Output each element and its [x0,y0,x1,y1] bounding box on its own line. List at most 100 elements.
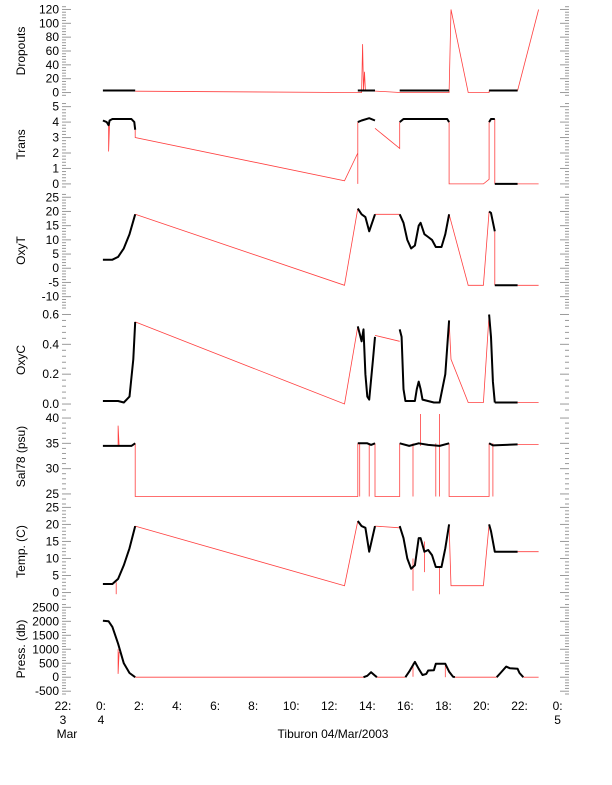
connecting-line [448,524,490,587]
y-tick-label: 25 [46,190,60,204]
x-tick-label: 20: [473,699,490,713]
y-tick-label: -10 [42,290,60,304]
data-series [398,524,451,570]
y-tick-label: 60 [46,44,60,58]
connecting-line [374,443,401,497]
connecting-line [135,208,359,286]
data-series [488,442,518,447]
y-tick-label: 0.6 [42,307,59,321]
x-tick-label: 22: [55,699,72,713]
y-tick-label: 25 [46,500,60,514]
x-axis-label: Tiburon 04/Mar/2003 [278,727,389,741]
data-series [488,118,495,123]
y-tick-label: 500 [39,656,59,670]
connecting-line [135,520,359,587]
connecting-line [374,335,400,342]
x-tick-label: 14: [359,699,376,713]
connecting-line [374,525,400,529]
y-tick-label: 2 [52,146,59,160]
y-tick-label: 0.2 [42,367,59,381]
y-axis-label: Trans [14,129,28,159]
x-tick-label: 22: [511,699,528,713]
y-axis-label: Temp. (C) [14,525,28,578]
data-series [488,210,496,232]
y-axis-label: Sal78 (psu) [14,426,28,487]
connecting-line [448,211,490,286]
x-tick-label: 10: [283,699,300,713]
data-series [363,671,378,679]
x-tick-day-label: 5 [554,713,561,727]
x-tick-label: 4: [172,699,182,713]
y-axis-label: Dropouts [14,27,28,76]
y-tick-label: 100 [39,16,59,30]
y-tick-label: 20 [46,204,60,218]
x-tick-month-label: Mar [57,727,78,741]
y-tick-label: 1500 [32,628,59,642]
connecting-line [134,443,359,497]
y-tick-label: 0 [52,670,59,684]
y-tick-label: 20 [46,72,60,86]
y-tick-label: 10 [46,551,60,565]
y-tick-label: 20 [46,517,60,531]
panel-trans: 0 123 45 Trans [14,100,569,191]
x-tick-label: 8: [248,699,258,713]
connecting-line [374,122,401,150]
y-tick-label: 15 [46,219,60,233]
y-tick-label: 0 [52,261,59,275]
y-tick-label: 0 [52,86,59,100]
y-tick-label: 0.0 [42,397,59,411]
y-tick-label: 40 [46,411,60,425]
y-tick-label: 5 [52,100,59,114]
panel-oxyc: 0.0 0.2 0.4 0.6 OxyC [14,307,569,411]
y-tick-label: 80 [46,30,60,44]
y-tick-label: 3 [52,131,59,145]
panel-temp-c: 0 5 10 15 20 25 Temp. (C) [14,500,569,600]
data-series [399,442,450,447]
data-series [495,665,525,678]
x-axis: 22: 0: 2: 4: 6: 8: 10: 12: 14: 16: 18: 20: 22: 0: 3 4 5 M… [55,699,563,741]
data-series [488,314,496,403]
data-series [357,442,376,446]
connecting-line [517,9,539,91]
data-series [102,118,137,130]
x-tick-label: 2: [134,699,144,713]
y-tick-label: 0 [52,177,59,191]
x-tick-label: 18: [435,699,452,713]
y-tick-label: -500 [35,684,59,698]
y-tick-label: 1 [52,161,59,175]
y-tick-label: 120 [39,2,59,16]
connecting-line [134,122,359,184]
y-tick-label: 35 [46,436,60,450]
data-series [356,326,376,401]
data-series [399,118,450,123]
data-series [356,208,376,233]
y-tick-label: 40 [46,58,60,72]
y-tick-label: 15 [46,534,60,548]
y-tick-label: 25 [46,487,60,501]
data-series [102,619,136,679]
x-tick-label: 16: [397,699,414,713]
data-series [356,520,376,553]
y-tick-label: -5 [48,275,59,289]
data-series [357,117,376,124]
y-tick-label: 4 [52,115,59,129]
y-tick-label: 5 [52,247,59,261]
data-series [102,321,137,404]
connecting-line [448,314,490,403]
x-tick-day-label: 4 [98,713,105,727]
x-tick-label: 12: [321,699,338,713]
y-tick-label: 10 [46,233,60,247]
y-axis-label: Press. (db) [14,620,28,679]
y-tick-label: 0 [52,586,59,600]
data-series [102,442,136,447]
x-tick-label: 6: [210,699,220,713]
data-series [398,213,451,250]
data-series [398,320,451,404]
y-tick-label: 2500 [32,600,59,614]
panel-sal78-psu: 25 30 35 40 Sal78 (psu) [14,411,569,501]
y-tick-label: 5 [52,569,59,583]
